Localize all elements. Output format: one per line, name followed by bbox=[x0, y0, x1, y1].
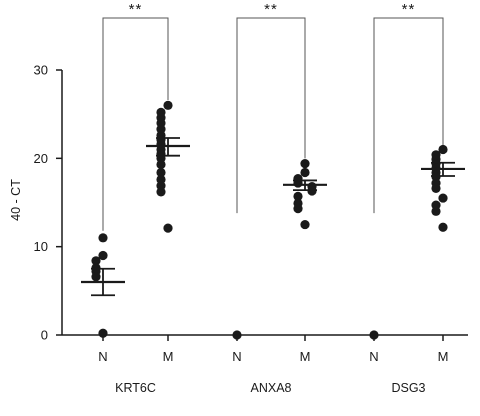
series-dsg3-m bbox=[421, 144, 465, 232]
category-labels: N M KRT6C N M ANXA8 N M DSG3 bbox=[98, 349, 448, 395]
significance-brackets: ** ** ** bbox=[102, 1, 444, 231]
category-label-m: M bbox=[300, 349, 311, 364]
data-point bbox=[300, 219, 310, 230]
data-point bbox=[293, 204, 303, 214]
data-point bbox=[300, 159, 310, 169]
data-point bbox=[98, 233, 108, 243]
series-anxa8-m bbox=[283, 159, 327, 230]
x-ticks bbox=[102, 335, 444, 341]
gene-label-anxa8: ANXA8 bbox=[251, 381, 292, 395]
axes: 0 10 20 30 bbox=[34, 63, 468, 343]
category-label-n: N bbox=[232, 349, 241, 364]
y-ticks: 0 10 20 30 bbox=[34, 63, 62, 343]
data-point bbox=[431, 206, 441, 216]
significance-marker: ** bbox=[402, 1, 416, 18]
significance-bracket bbox=[102, 17, 169, 231]
y-tick-label: 20 bbox=[34, 151, 48, 166]
y-tick-label: 30 bbox=[34, 63, 48, 78]
data-point bbox=[98, 250, 108, 261]
y-tick-label: 0 bbox=[41, 328, 48, 343]
category-label-m: M bbox=[163, 349, 174, 364]
category-label-n: N bbox=[369, 349, 378, 364]
data-point bbox=[98, 328, 108, 338]
significance-marker: ** bbox=[129, 1, 143, 18]
series-krt6c-n bbox=[81, 233, 125, 338]
y-tick-label: 10 bbox=[34, 239, 48, 254]
category-label-n: N bbox=[98, 349, 107, 364]
significance-bracket bbox=[236, 17, 306, 214]
data-point bbox=[369, 330, 379, 340]
significance-marker: ** bbox=[264, 1, 278, 18]
gene-label-krt6c: KRT6C bbox=[115, 381, 156, 395]
data-point bbox=[293, 191, 303, 201]
data-point bbox=[438, 144, 448, 155]
data-point bbox=[232, 330, 242, 340]
data-point bbox=[163, 223, 173, 233]
data-point bbox=[156, 167, 166, 178]
data-series bbox=[81, 100, 465, 340]
data-point bbox=[300, 167, 310, 178]
series-dsg3-n bbox=[369, 330, 379, 340]
data-point bbox=[91, 272, 101, 282]
data-point bbox=[438, 193, 448, 203]
significance-bracket bbox=[373, 17, 444, 214]
y-axis-label: 40 - CT bbox=[9, 179, 23, 221]
series-anxa8-n bbox=[232, 330, 242, 340]
data-point bbox=[156, 187, 166, 197]
series-krt6c-m bbox=[146, 100, 190, 233]
data-point bbox=[163, 100, 173, 110]
data-point bbox=[91, 256, 101, 266]
data-point bbox=[438, 222, 448, 232]
category-label-m: M bbox=[438, 349, 449, 364]
gene-label-dsg3: DSG3 bbox=[391, 381, 425, 395]
data-point bbox=[156, 159, 166, 170]
data-point bbox=[431, 183, 441, 193]
